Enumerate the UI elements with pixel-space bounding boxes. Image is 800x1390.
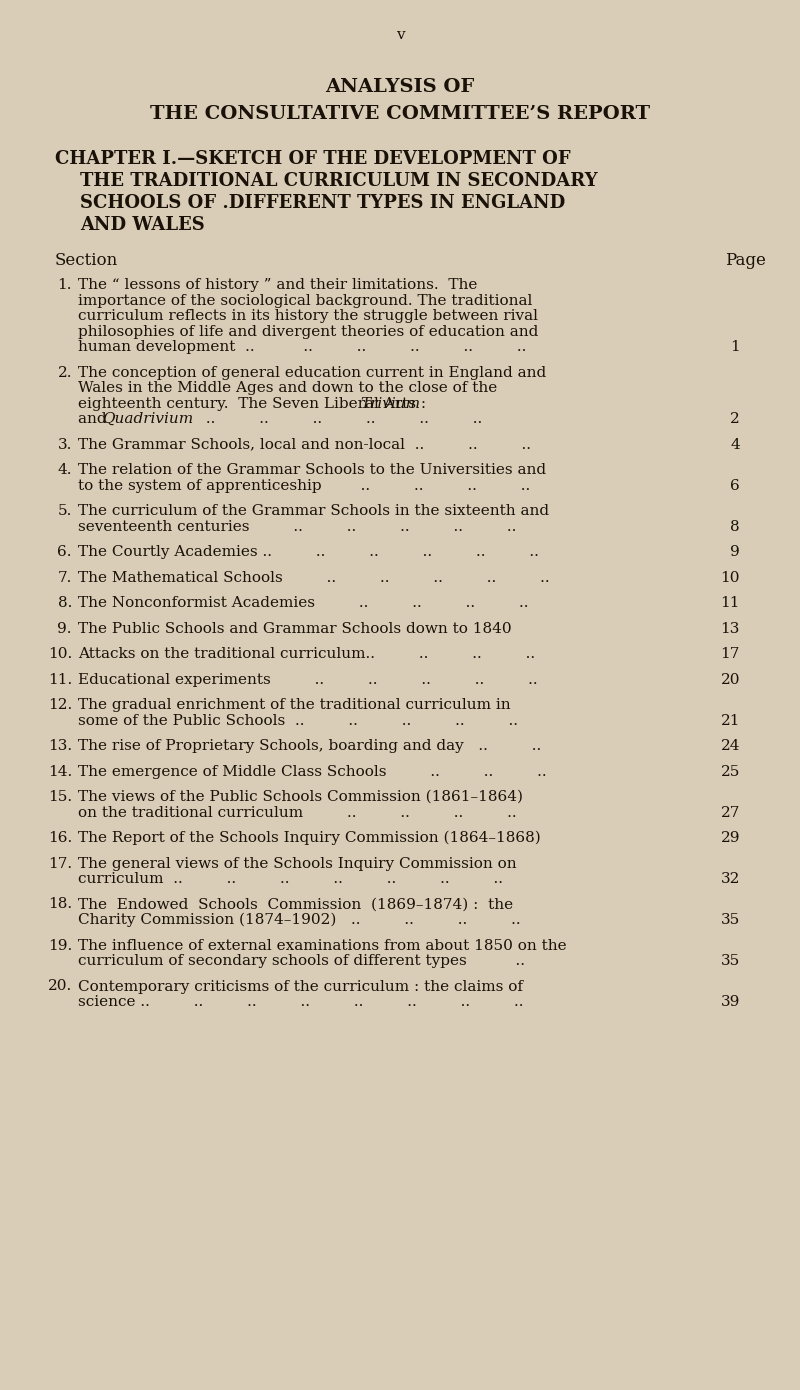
Text: 17: 17: [721, 646, 740, 662]
Text: 29: 29: [721, 831, 740, 845]
Text: AND WALES: AND WALES: [80, 215, 205, 234]
Text: 32: 32: [721, 872, 740, 885]
Text: ..         ..         ..         ..         ..         ..: .. .. .. .. .. ..: [162, 411, 482, 425]
Text: 12.: 12.: [48, 698, 72, 712]
Text: The conception of general education current in England and: The conception of general education curr…: [78, 366, 546, 379]
Text: SCHOOLS OF .DIFFERENT TYPES IN ENGLAND: SCHOOLS OF .DIFFERENT TYPES IN ENGLAND: [80, 195, 566, 213]
Text: The views of the Public Schools Commission (1861–1864): The views of the Public Schools Commissi…: [78, 790, 523, 803]
Text: 15.: 15.: [48, 790, 72, 803]
Text: THE TRADITIONAL CURRICULUM IN SECONDARY: THE TRADITIONAL CURRICULUM IN SECONDARY: [80, 172, 598, 190]
Text: curriculum of secondary schools of different types          ..: curriculum of secondary schools of diffe…: [78, 954, 525, 967]
Text: 11: 11: [721, 596, 740, 610]
Text: The curriculum of the Grammar Schools in the sixteenth and: The curriculum of the Grammar Schools in…: [78, 505, 549, 518]
Text: Section: Section: [55, 252, 118, 270]
Text: some of the Public Schools  ..         ..         ..         ..         ..: some of the Public Schools .. .. .. .. .…: [78, 713, 518, 727]
Text: 20.: 20.: [48, 980, 72, 994]
Text: 2.: 2.: [58, 366, 72, 379]
Text: THE CONSULTATIVE COMMITTEE’S REPORT: THE CONSULTATIVE COMMITTEE’S REPORT: [150, 106, 650, 122]
Text: The Courtly Academies ..         ..         ..         ..         ..         ..: The Courtly Academies .. .. .. .. .. ..: [78, 545, 539, 559]
Text: to the system of apprenticeship        ..         ..         ..         ..: to the system of apprenticeship .. .. ..…: [78, 478, 530, 492]
Text: 10: 10: [721, 570, 740, 585]
Text: 8: 8: [730, 520, 740, 534]
Text: The Nonconformist Academies         ..         ..         ..         ..: The Nonconformist Academies .. .. .. ..: [78, 596, 529, 610]
Text: 1.: 1.: [58, 278, 72, 292]
Text: philosophies of life and divergent theories of education and: philosophies of life and divergent theor…: [78, 324, 538, 339]
Text: and: and: [78, 411, 111, 425]
Text: The influence of external examinations from about 1850 on the: The influence of external examinations f…: [78, 938, 566, 952]
Text: 1: 1: [730, 341, 740, 354]
Text: 7.: 7.: [58, 570, 72, 585]
Text: 25: 25: [721, 765, 740, 778]
Text: 16.: 16.: [48, 831, 72, 845]
Text: Charity Commission (1874–1902)   ..         ..         ..         ..: Charity Commission (1874–1902) .. .. .. …: [78, 913, 521, 927]
Text: 13.: 13.: [48, 739, 72, 753]
Text: Contemporary criticisms of the curriculum : the claims of: Contemporary criticisms of the curriculu…: [78, 980, 523, 994]
Text: The Report of the Schools Inquiry Commission (1864–1868): The Report of the Schools Inquiry Commis…: [78, 831, 541, 845]
Text: The relation of the Grammar Schools to the Universities and: The relation of the Grammar Schools to t…: [78, 463, 546, 477]
Text: The Grammar Schools, local and non-local  ..         ..         ..: The Grammar Schools, local and non-local…: [78, 438, 531, 452]
Text: 6: 6: [730, 478, 740, 492]
Text: The gradual enrichment of the traditional curriculum in: The gradual enrichment of the traditiona…: [78, 698, 510, 712]
Text: The  Endowed  Schools  Commission  (1869–1874) :  the: The Endowed Schools Commission (1869–187…: [78, 898, 513, 912]
Text: 19.: 19.: [48, 938, 72, 952]
Text: 5.: 5.: [58, 505, 72, 518]
Text: The emergence of Middle Class Schools         ..         ..         ..: The emergence of Middle Class Schools ..…: [78, 765, 546, 778]
Text: 9: 9: [730, 545, 740, 559]
Text: 13: 13: [721, 621, 740, 635]
Text: 20: 20: [721, 673, 740, 687]
Text: The “ lessons of history ” and their limitations.  The: The “ lessons of history ” and their lim…: [78, 278, 478, 292]
Text: 18.: 18.: [48, 898, 72, 912]
Text: 14.: 14.: [48, 765, 72, 778]
Text: 3.: 3.: [58, 438, 72, 452]
Text: 4: 4: [730, 438, 740, 452]
Text: 4.: 4.: [58, 463, 72, 477]
Text: human development  ..          ..         ..         ..         ..         ..: human development .. .. .. .. .. ..: [78, 341, 526, 354]
Text: 24: 24: [721, 739, 740, 753]
Text: CHAPTER I.—SKETCH OF THE DEVELOPMENT OF: CHAPTER I.—SKETCH OF THE DEVELOPMENT OF: [55, 150, 570, 168]
Text: 27: 27: [721, 805, 740, 820]
Text: 11.: 11.: [48, 673, 72, 687]
Text: Trivium: Trivium: [360, 396, 420, 410]
Text: on the traditional curriculum         ..         ..         ..         ..: on the traditional curriculum .. .. .. .…: [78, 805, 517, 820]
Text: The rise of Proprietary Schools, boarding and day   ..         ..: The rise of Proprietary Schools, boardin…: [78, 739, 542, 753]
Text: curriculum  ..         ..         ..         ..         ..         ..         ..: curriculum .. .. .. .. .. .. ..: [78, 872, 503, 885]
Text: The Mathematical Schools         ..         ..         ..         ..         ..: The Mathematical Schools .. .. .. .. ..: [78, 570, 550, 585]
Text: Attacks on the traditional curriculum..         ..         ..         ..: Attacks on the traditional curriculum.. …: [78, 646, 535, 662]
Text: 8.: 8.: [58, 596, 72, 610]
Text: v: v: [396, 28, 404, 42]
Text: 6.: 6.: [58, 545, 72, 559]
Text: 2: 2: [730, 411, 740, 425]
Text: Wales in the Middle Ages and down to the close of the: Wales in the Middle Ages and down to the…: [78, 381, 498, 395]
Text: The general views of the Schools Inquiry Commission on: The general views of the Schools Inquiry…: [78, 856, 517, 870]
Text: 35: 35: [721, 913, 740, 927]
Text: 39: 39: [721, 995, 740, 1009]
Text: 9.: 9.: [58, 621, 72, 635]
Text: Page: Page: [725, 252, 766, 270]
Text: 17.: 17.: [48, 856, 72, 870]
Text: Educational experiments         ..         ..         ..         ..         ..: Educational experiments .. .. .. .. ..: [78, 673, 538, 687]
Text: 21: 21: [721, 713, 740, 727]
Text: ANALYSIS OF: ANALYSIS OF: [326, 78, 474, 96]
Text: Quadrivium: Quadrivium: [102, 411, 194, 425]
Text: 35: 35: [721, 954, 740, 967]
Text: eighteenth century.  The Seven Liberal Arts :: eighteenth century. The Seven Liberal Ar…: [78, 396, 436, 410]
Text: 10.: 10.: [48, 646, 72, 662]
Text: science ..         ..         ..         ..         ..         ..         ..    : science .. .. .. .. .. .. ..: [78, 995, 523, 1009]
Text: importance of the sociological background. The traditional: importance of the sociological backgroun…: [78, 293, 532, 307]
Text: curriculum reflects in its history the struggle between rival: curriculum reflects in its history the s…: [78, 309, 538, 322]
Text: The Public Schools and Grammar Schools down to 1840: The Public Schools and Grammar Schools d…: [78, 621, 512, 635]
Text: seventeenth centuries         ..         ..         ..         ..         ..: seventeenth centuries .. .. .. .. ..: [78, 520, 516, 534]
